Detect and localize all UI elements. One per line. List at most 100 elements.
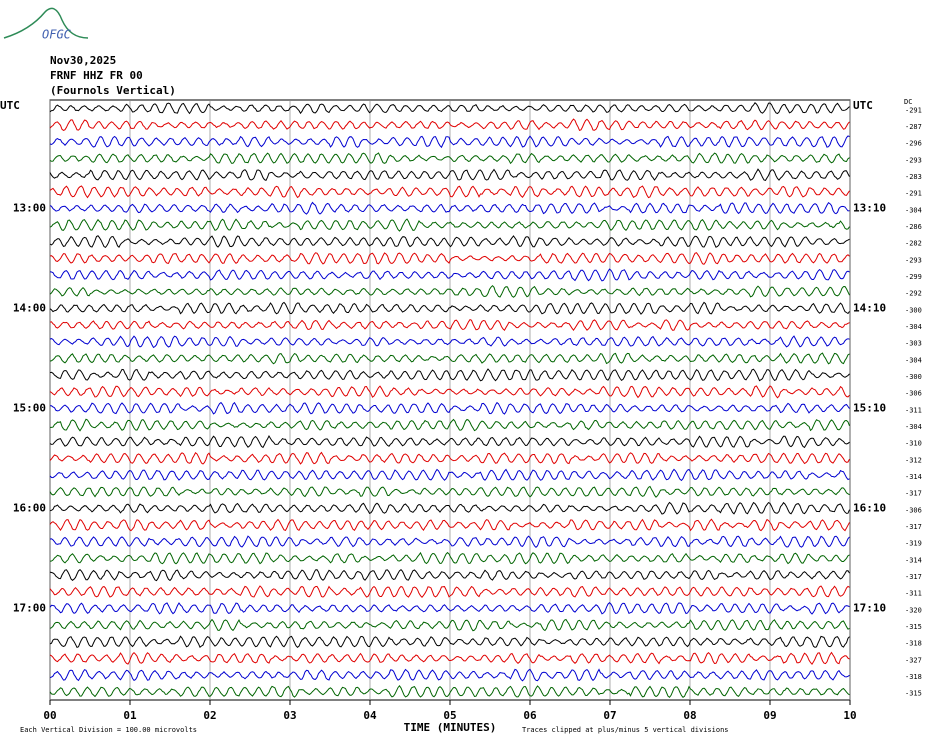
seismic-trace <box>49 318 850 332</box>
dc-offset: -283 <box>905 173 922 181</box>
seismic-trace <box>49 284 850 298</box>
dc-offset: -327 <box>905 656 922 664</box>
seismic-trace <box>49 401 850 415</box>
row-time-right: 17:10 <box>853 601 886 614</box>
x-tick-label: 05 <box>443 709 456 722</box>
seismic-trace <box>49 135 850 149</box>
row-time-right: UTC <box>853 99 873 112</box>
dc-offset: -293 <box>905 156 922 164</box>
seismic-trace <box>49 684 850 699</box>
seismic-trace <box>49 501 850 515</box>
dc-offset: -287 <box>905 123 922 131</box>
seismic-trace <box>49 569 850 582</box>
dc-offset: -306 <box>905 506 922 514</box>
dc-offset: -312 <box>905 456 922 464</box>
dc-offset: -282 <box>905 240 922 248</box>
scale-note: Each Vertical Division = 100.00 microvol… <box>20 726 197 734</box>
x-tick-label: 01 <box>123 709 137 722</box>
seismic-trace <box>49 352 850 365</box>
dc-offset: -317 <box>905 573 922 581</box>
dc-offset: -286 <box>905 223 922 231</box>
seismic-trace <box>49 301 850 315</box>
dc-offset: -304 <box>905 356 922 364</box>
date: Nov30,2025 <box>50 54 116 67</box>
dc-offset: -292 <box>905 290 922 298</box>
dc-offset: -293 <box>905 256 922 264</box>
dc-offset: -317 <box>905 523 922 531</box>
x-tick-label: 00 <box>43 709 56 722</box>
dc-offset: -300 <box>905 306 922 314</box>
seismic-trace <box>49 335 850 349</box>
dc-offset: -311 <box>905 590 922 598</box>
seismic-trace <box>49 518 850 532</box>
seismic-trace <box>49 434 850 449</box>
dc-offset: -317 <box>905 490 922 498</box>
seismic-trace <box>49 201 850 215</box>
row-time-left: UTC <box>0 99 20 112</box>
dc-offset: -319 <box>905 540 922 548</box>
seismic-trace <box>49 368 850 382</box>
dc-offset: -315 <box>905 623 922 631</box>
seismic-trace <box>49 102 850 115</box>
clip-note: Traces clipped at plus/minus 5 vertical … <box>522 726 729 734</box>
dc-offset: -299 <box>905 273 922 281</box>
seismic-trace <box>49 668 850 682</box>
seismic-trace <box>49 268 850 282</box>
x-tick-label: 03 <box>283 709 296 722</box>
row-time-right: 14:10 <box>853 301 886 314</box>
row-time-left: 16:00 <box>13 501 46 514</box>
dc-offset: -314 <box>905 473 922 481</box>
row-time-right: 16:10 <box>853 501 886 514</box>
dc-offset: -310 <box>905 440 922 448</box>
dc-offset: -314 <box>905 556 922 564</box>
dc-header: DC <box>904 98 912 106</box>
seismic-trace <box>49 635 850 649</box>
seismic-trace <box>49 118 850 132</box>
dc-offset: -315 <box>905 690 922 698</box>
seismic-trace <box>49 585 850 598</box>
dc-offset: -291 <box>905 190 922 198</box>
dc-offset: -304 <box>905 206 922 214</box>
seismic-trace <box>49 651 850 666</box>
row-time-left: 13:00 <box>13 201 46 214</box>
seismic-trace <box>49 451 850 465</box>
seismic-trace <box>49 535 850 548</box>
row-time-right: 13:10 <box>853 201 886 214</box>
x-tick-label: 07 <box>603 709 616 722</box>
seismic-trace <box>49 618 850 632</box>
dc-offset: -304 <box>905 423 922 431</box>
seismic-trace <box>49 185 850 199</box>
seismic-trace <box>50 418 850 432</box>
dc-offset: -296 <box>905 140 922 148</box>
component: (Fournols Vertical) <box>50 84 176 97</box>
seismic-trace <box>49 551 850 565</box>
logo-text: OFGC <box>42 28 72 42</box>
dc-offset: -311 <box>905 406 922 414</box>
row-time-right: 15:10 <box>853 401 886 414</box>
dc-offset: -303 <box>905 340 922 348</box>
x-tick-label: 02 <box>203 709 216 722</box>
seismic-trace <box>49 468 850 482</box>
dc-offset: -304 <box>905 323 922 331</box>
seismic-trace <box>49 168 850 182</box>
x-tick-label: 04 <box>363 709 377 722</box>
seismic-trace <box>49 602 850 615</box>
seismic-trace <box>49 218 850 232</box>
dc-offset: -306 <box>905 390 922 398</box>
x-tick-label: 08 <box>683 709 696 722</box>
dc-offset: -318 <box>905 640 922 648</box>
seismic-trace <box>49 252 850 265</box>
dc-offset: -320 <box>905 606 922 614</box>
seismic-trace <box>49 485 850 498</box>
seismic-trace <box>49 385 850 399</box>
x-tick-label: 10 <box>843 709 856 722</box>
station: FRNF HHZ FR 00 <box>50 69 143 82</box>
x-axis-label: TIME (MINUTES) <box>404 721 497 734</box>
dc-offset: -300 <box>905 373 922 381</box>
dc-offset: -318 <box>905 673 922 681</box>
x-tick-label: 09 <box>763 709 776 722</box>
row-time-left: 14:00 <box>13 301 46 314</box>
row-time-left: 15:00 <box>13 401 46 414</box>
seismic-trace <box>49 235 850 249</box>
